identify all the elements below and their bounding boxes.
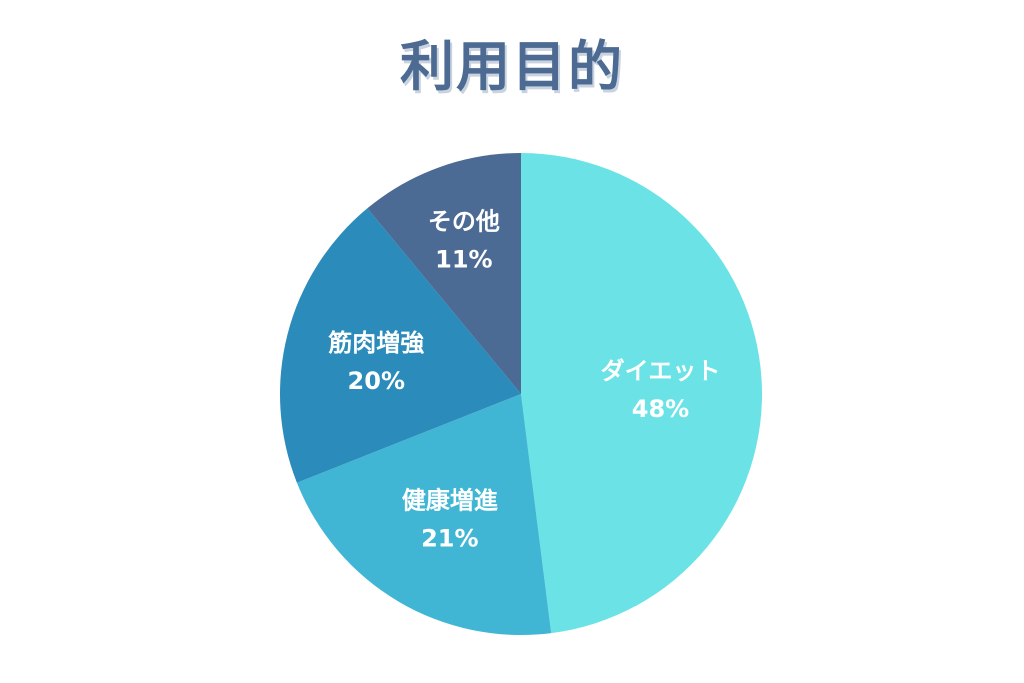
pie-slice [296, 394, 552, 636]
pie-labels: ダイエット 48% 健康増進 21% 筋肉増強 20% その他 11% [327, 207, 720, 552]
slice-value-label: 20% [348, 367, 405, 395]
slice-value-label: 21% [421, 524, 478, 552]
slice-value-label: 48% [632, 395, 689, 423]
chart-title: 利用目的 [400, 35, 624, 98]
slice-value-label: 11% [435, 245, 492, 273]
slice-name-label: ダイエット [601, 357, 721, 385]
pie-slices [280, 153, 763, 636]
slice-name-label: 健康増進 [402, 486, 498, 514]
pie-slice [280, 208, 521, 483]
slice-name-label: その他 [428, 207, 500, 235]
pie-slice [521, 153, 763, 634]
slice-name-label: 筋肉増強 [327, 329, 424, 357]
pie-slice [367, 153, 521, 394]
